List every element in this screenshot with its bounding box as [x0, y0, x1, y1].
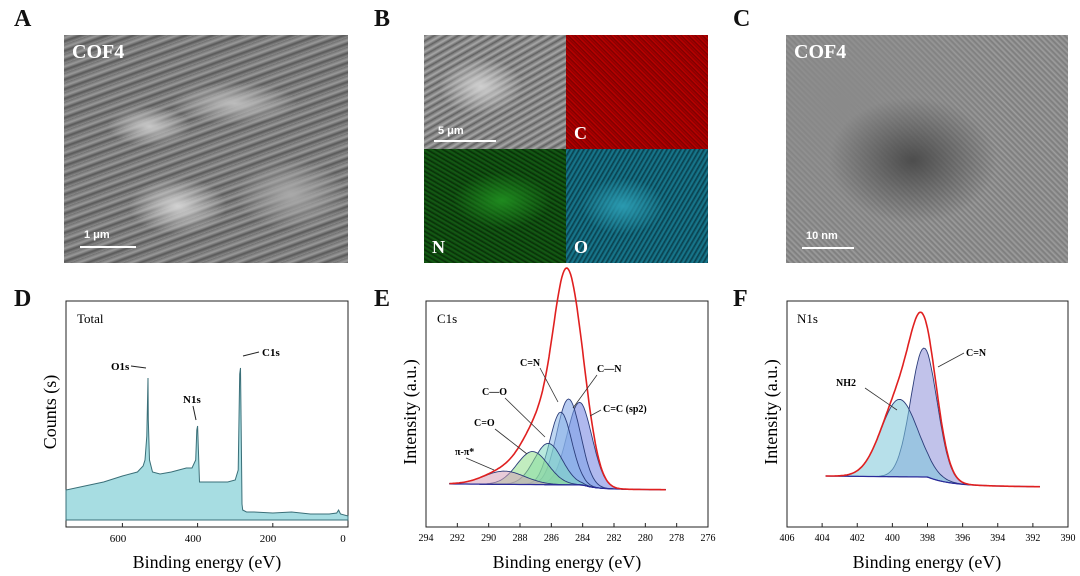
x-tick-label: 284 [575, 533, 590, 544]
eds-carbon-label: C [574, 123, 587, 143]
scale-bar [80, 246, 136, 248]
x-tick-label: 400 [885, 533, 900, 544]
x-tick-label: 404 [815, 533, 830, 544]
scale-bar-label: 10 nm [806, 230, 838, 242]
peak-label: C—N [597, 364, 622, 375]
arrow [242, 351, 260, 357]
chart-title: N1s [797, 311, 818, 326]
x-tick-label: 286 [544, 533, 559, 544]
x-axis-label: Binding energy (eV) [853, 552, 1002, 573]
xps-n1s-chart: N1s C=N NH2 406 404 402 400 398 396 394 392 390 … [761, 300, 1076, 573]
y-axis-label: Counts (s) [40, 375, 61, 450]
arrow [589, 409, 602, 417]
peak-label-o1s: O1s [111, 361, 130, 373]
x-axis-label: Binding energy (eV) [493, 552, 642, 573]
scale-bar [434, 140, 496, 142]
plot-frame [65, 300, 349, 528]
sem-image: COF4 1 μm [64, 35, 348, 263]
x-tick-label: 288 [513, 533, 528, 544]
y-axis-label: Intensity (a.u.) [761, 359, 782, 464]
scale-bar-label: 1 μm [84, 229, 110, 241]
panel-label-a: A [14, 6, 32, 32]
x-tick-label: 396 [955, 533, 970, 544]
arrow [192, 405, 197, 421]
chart-title: C1s [437, 311, 457, 326]
arrow [465, 457, 495, 471]
panel-label-f: F [733, 286, 748, 312]
x-tick-label: 200 [260, 533, 277, 545]
peak-label: C—O [482, 387, 507, 398]
peak-label: NH2 [836, 378, 856, 389]
eds-carbon-map: C [566, 35, 708, 149]
x-tick-label: 294 [419, 533, 434, 544]
arrow [539, 367, 559, 403]
eds-sem-image: 5 μm [424, 35, 566, 149]
y-axis-label: Intensity (a.u.) [400, 359, 421, 464]
x-tick-label: 0 [340, 533, 346, 545]
x-tick-label: 400 [185, 533, 202, 545]
x-tick-label: 390 [1061, 533, 1076, 544]
envelope-curve [825, 311, 1040, 488]
tem-image: COF4 10 nm [786, 35, 1068, 263]
xps-survey-chart: Total O1s N1s C1s 600 400 200 0 Binding … [40, 300, 349, 573]
peak-label: C=O [474, 418, 495, 429]
tem-image-title: COF4 [794, 41, 847, 63]
panel-label-e: E [374, 286, 391, 312]
arrow [504, 397, 546, 438]
x-tick-label: 276 [701, 533, 716, 544]
scale-bar-label: 5 μm [438, 125, 464, 137]
panel-label-c: C [733, 6, 751, 32]
peak-label-c1s: C1s [262, 347, 280, 359]
x-tick-label: 392 [1025, 533, 1040, 544]
panel-label-d: D [14, 286, 32, 312]
eds-oxygen-label: O [574, 237, 589, 257]
panel-label-b: B [374, 6, 391, 32]
eds-nitrogen-map: N [424, 149, 566, 263]
x-tick-label: 278 [669, 533, 684, 544]
arrow [572, 374, 598, 409]
peak-label: π-π* [455, 447, 474, 458]
envelope-curve [449, 267, 666, 491]
xps-c1s-chart: C1s C=N C—N C—O C=O π-π* C=C (sp2) 294 29… [400, 267, 716, 573]
x-tick-label: 394 [990, 533, 1005, 544]
x-tick-label: 282 [607, 533, 622, 544]
plot-frame [425, 300, 709, 528]
peak-label: C=C (sp2) [603, 404, 647, 415]
x-tick-label: 290 [481, 533, 496, 544]
peak-label: C=N [966, 348, 987, 359]
peak-label: C=N [520, 358, 541, 369]
scale-bar [802, 247, 854, 249]
arrow [864, 387, 898, 411]
arrow [494, 428, 528, 455]
x-tick-label: 600 [110, 533, 127, 545]
arrow [130, 365, 147, 369]
survey-area [65, 367, 349, 521]
x-tick-label: 406 [780, 533, 795, 544]
peak-label-n1s: N1s [183, 394, 201, 406]
x-tick-label: 292 [450, 533, 465, 544]
arrow [937, 352, 965, 368]
eds-oxygen-map: O [566, 149, 708, 263]
sem-image-title: COF4 [72, 41, 125, 63]
chart-title: Total [77, 311, 104, 326]
eds-nitrogen-label: N [432, 237, 445, 257]
x-tick-label: 402 [850, 533, 865, 544]
x-tick-label: 398 [920, 533, 935, 544]
x-tick-label: 280 [638, 533, 653, 544]
x-axis-label: Binding energy (eV) [133, 552, 282, 573]
